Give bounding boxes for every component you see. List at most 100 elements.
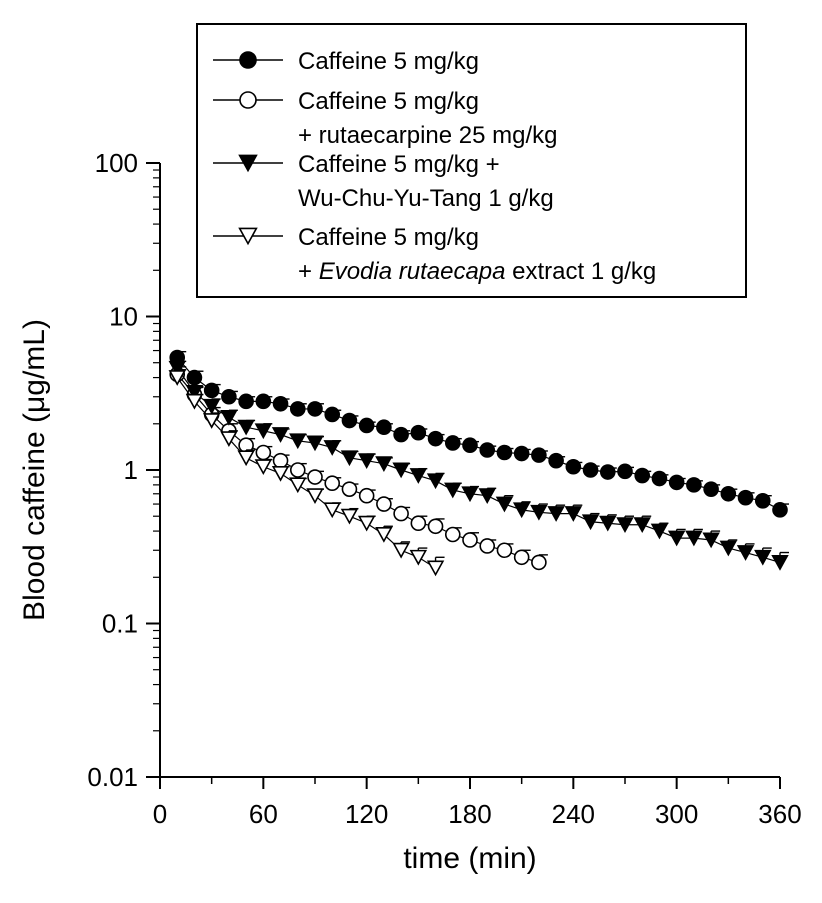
data-point	[409, 549, 428, 566]
data-point	[599, 515, 617, 532]
data-point	[272, 452, 289, 469]
legend-marker	[238, 227, 258, 246]
data-point	[703, 481, 719, 497]
data-point	[444, 482, 462, 499]
data-point	[271, 465, 290, 482]
x-tick-label: 240	[552, 799, 595, 829]
y-axis-label: Blood caffeine (μg/mL)	[18, 319, 51, 621]
data-point	[289, 477, 307, 494]
x-tick-label: 360	[758, 799, 801, 829]
data-point	[461, 486, 479, 503]
data-point	[513, 549, 530, 566]
data-point	[737, 489, 754, 506]
data-point	[340, 450, 359, 467]
y-tick-label: 0.1	[102, 609, 138, 639]
data-point	[185, 393, 204, 410]
data-point	[220, 409, 238, 426]
data-point	[479, 442, 496, 458]
data-point	[409, 468, 428, 484]
data-point	[271, 427, 290, 443]
x-axis-label: time (min)	[403, 842, 536, 875]
data-point	[202, 398, 221, 415]
ticks: 0 60 120 180 240 300 360 0.01 0.1 1 10 100	[87, 148, 801, 829]
legend-label: Caffeine 5 mg/kg	[298, 48, 479, 75]
data-point	[720, 485, 737, 502]
legend-item-2: Caffeine 5 mg/kg + rutaecarpine 25 mg/kg	[213, 88, 558, 149]
series-3	[168, 360, 789, 571]
data-point	[599, 464, 616, 480]
data-point	[255, 444, 272, 461]
data-point	[376, 496, 392, 512]
data-point	[289, 401, 306, 417]
data-point	[686, 477, 702, 493]
data-point	[202, 413, 221, 429]
data-point	[357, 453, 376, 469]
y-tick-label: 10	[109, 302, 138, 332]
data-point	[754, 549, 772, 566]
data-point	[410, 424, 427, 441]
data-point	[772, 502, 788, 518]
legend-label: Caffeine 5 mg/kg	[298, 224, 479, 251]
data-point	[392, 542, 410, 559]
data-point	[581, 514, 600, 531]
data-point	[633, 517, 651, 534]
data-point	[513, 445, 530, 462]
data-point	[220, 431, 238, 447]
data-point	[564, 506, 583, 522]
data-point	[427, 430, 444, 447]
legend-box	[196, 23, 747, 298]
data-point	[323, 502, 341, 519]
data-point	[616, 517, 634, 534]
data-point	[426, 473, 445, 490]
data-point	[685, 530, 703, 547]
data-point	[307, 469, 323, 485]
data-point	[272, 395, 289, 412]
data-point	[324, 406, 341, 423]
x-tick-label: 120	[345, 799, 388, 829]
legend: Caffeine 5 mg/kg Caffeine 5 mg/kg + rutaec…	[196, 23, 747, 298]
data-point	[496, 542, 513, 559]
data-point	[341, 412, 358, 429]
data-point	[186, 369, 203, 386]
legend-label: Caffeine 5 mg/kg +	[298, 151, 500, 178]
data-point	[254, 459, 273, 476]
series-line	[176, 377, 436, 569]
x-tick-label: 0	[153, 799, 167, 829]
legend-item-1: Caffeine 5 mg/kg	[213, 48, 479, 75]
data-point	[357, 515, 376, 532]
data-point	[168, 360, 186, 377]
data-point	[531, 554, 547, 571]
data-point	[185, 385, 204, 401]
data-point	[530, 504, 548, 521]
data-point	[650, 523, 669, 540]
data-point	[237, 450, 255, 467]
data-point	[427, 518, 444, 535]
y-tick-label: 0.01	[87, 762, 138, 792]
legend-label: Caffeine 5 mg/kg	[298, 88, 479, 115]
data-point	[393, 426, 409, 443]
data-point	[410, 515, 427, 532]
data-point	[719, 540, 738, 557]
legend-label: + Evodia rutaecapa extract 1 g/kg	[298, 258, 656, 285]
data-point	[565, 458, 582, 475]
x-tick-label: 60	[249, 799, 278, 829]
data-point	[238, 393, 254, 410]
data-point	[254, 423, 273, 440]
data-point	[358, 487, 375, 504]
legend-label: + rutaecarpine 25 mg/kg	[298, 122, 558, 149]
legend-item-3: Caffeine 5 mg/kg + Wu-Chu-Yu-Tang 1 g/kg	[213, 151, 554, 212]
data-point	[479, 538, 496, 554]
data-point	[393, 505, 409, 522]
data-point	[323, 440, 341, 456]
data-point	[375, 527, 393, 543]
data-point	[168, 370, 186, 386]
data-point	[306, 488, 324, 505]
data-point	[668, 474, 685, 491]
data-point	[651, 470, 668, 487]
series-1	[169, 349, 789, 518]
data-point	[617, 463, 633, 480]
data-point	[512, 502, 531, 519]
data-point	[548, 452, 564, 469]
legend-marker	[239, 91, 257, 109]
